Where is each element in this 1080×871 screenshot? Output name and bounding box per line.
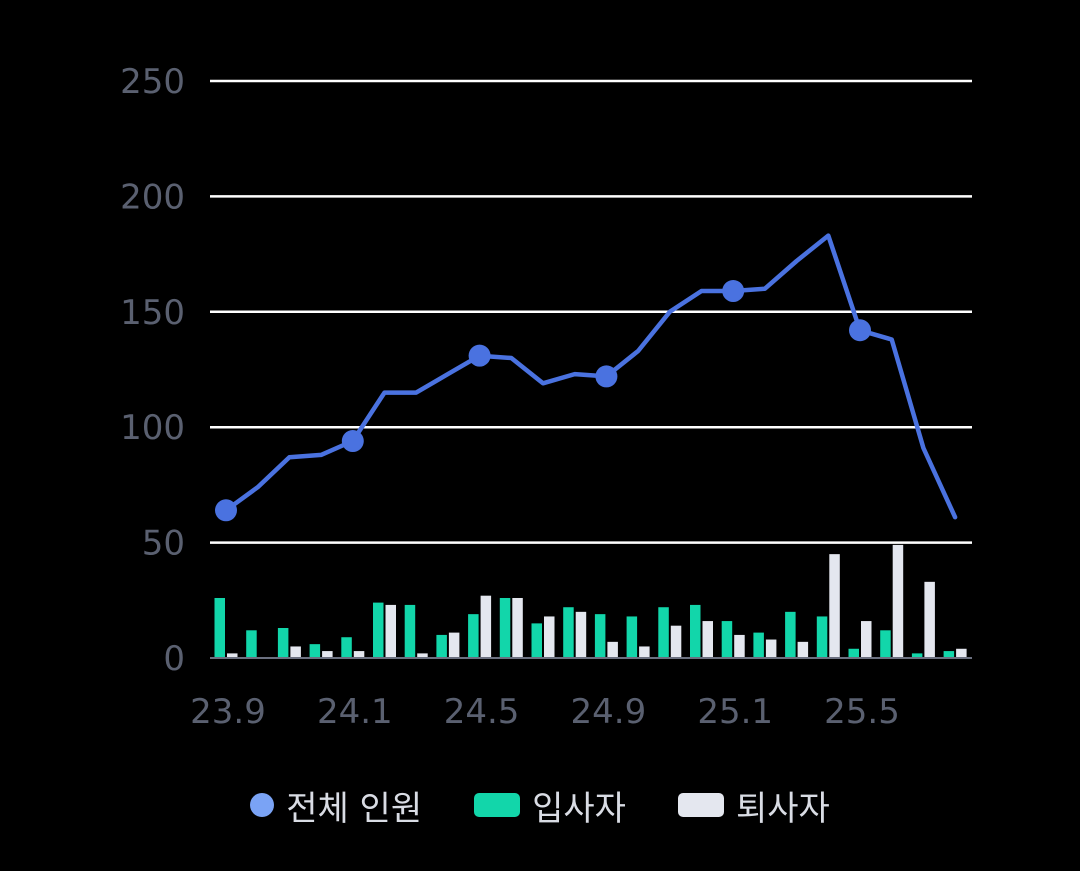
bar-hires [785,611,796,658]
bar-hires [341,637,352,658]
bar-hires [721,621,733,658]
bar-hires [373,602,384,658]
bar-leavers [290,646,301,658]
line-total [223,233,958,520]
legend-label-leavers: 퇴사자 [735,788,830,829]
bar-leavers [544,616,555,658]
bar-hires [658,607,669,658]
line-point [468,344,491,367]
legend-label-hires: 입사자 [532,788,626,829]
bar-leavers [322,651,333,658]
y-tick-label: 100 [120,408,185,448]
bar-hires [594,614,606,658]
line-point [595,365,618,388]
y-tick-label: 50 [142,524,185,564]
bar-hires [309,644,321,658]
bar-leavers [448,632,460,658]
bar-hires [499,597,511,658]
line-point [341,430,364,453]
line-point [722,280,745,303]
bar-hires [848,648,859,658]
legend-label-total: 전체 인원 [286,788,423,829]
y-tick-label: 250 [120,62,185,102]
bar-hires [911,653,923,658]
bar-leavers [892,544,904,658]
bar-leavers [734,634,745,658]
bar-leavers [575,611,587,658]
bar-leavers [670,625,682,658]
legend-item-hires[interactable]: 입사자 [474,781,626,830]
x-tick-label: 23.9 [190,692,266,732]
bar-hires [246,630,257,658]
bar-hires [531,623,542,658]
bar-series [214,544,967,658]
line-point [849,319,871,342]
bar-leavers [702,621,713,658]
line-series [215,233,958,522]
bar-leavers [829,554,840,658]
legend: 전체 인원 입사자 퇴사자 [0,778,1080,832]
x-axis-ticks: 23.9 24.1 24.5 24.9 25.1 25.5 [190,692,900,732]
bar-leavers [227,653,238,658]
bar-leavers [639,646,650,658]
bar-hires [626,616,638,658]
x-tick-label: 24.1 [317,692,393,732]
bar-hires [404,604,416,658]
bar-leavers [924,581,935,658]
bar-leavers [956,648,967,658]
bar-leavers [353,651,365,658]
legend-rect-icon [677,793,724,817]
legend-item-total[interactable]: 전체 인원 [250,781,422,830]
bar-hires [563,607,574,658]
bar-hires [943,651,955,658]
bar-leavers [765,639,777,658]
bar-leavers [607,641,618,658]
bar-leavers [417,653,428,658]
bar-leavers [797,641,809,658]
y-axis-ticks: 0 50 100 150 200 250 [120,62,185,679]
y-tick-label: 200 [120,177,185,217]
bar-hires [816,616,828,658]
bar-leavers [512,597,523,658]
bar-hires [880,630,891,658]
bar-leavers [861,621,872,658]
bar-hires [214,597,225,658]
x-tick-label: 25.1 [697,692,773,732]
bar-leavers [385,604,396,658]
bar-hires [753,632,764,658]
x-tick-label: 25.5 [824,692,900,732]
bar-hires [436,634,447,658]
legend-rect-icon [474,793,521,817]
bar-hires [468,614,479,658]
gridlines [210,79,972,544]
y-tick-label: 150 [120,293,185,333]
bar-leavers [480,595,492,658]
x-tick-label: 24.5 [444,692,520,732]
legend-item-leavers[interactable]: 퇴사자 [677,781,830,830]
legend-dot-icon [250,793,275,817]
bar-hires [690,604,701,658]
y-tick-label: 0 [163,639,185,679]
bar-hires [277,627,289,658]
line-point [215,499,237,522]
x-tick-label: 24.9 [571,692,647,732]
